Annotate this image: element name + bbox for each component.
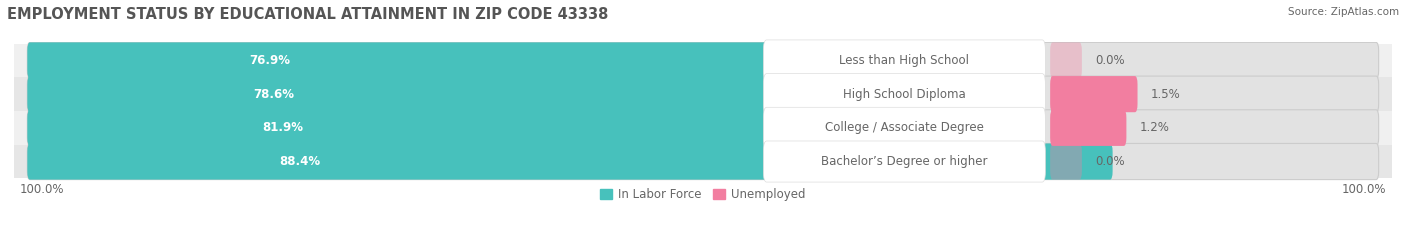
Bar — [14, 44, 1392, 77]
FancyBboxPatch shape — [27, 42, 1379, 79]
Text: Bachelor’s Degree or higher: Bachelor’s Degree or higher — [821, 155, 987, 168]
FancyBboxPatch shape — [1050, 110, 1126, 146]
Bar — [14, 77, 1392, 111]
FancyBboxPatch shape — [1050, 42, 1081, 79]
Text: 1.5%: 1.5% — [1152, 88, 1181, 101]
Text: High School Diploma: High School Diploma — [844, 88, 966, 101]
Text: 100.0%: 100.0% — [1343, 183, 1386, 196]
Bar — [14, 111, 1392, 145]
FancyBboxPatch shape — [27, 76, 1379, 112]
Legend: In Labor Force, Unemployed: In Labor Force, Unemployed — [600, 188, 806, 201]
Text: 1.2%: 1.2% — [1140, 121, 1170, 134]
Text: 0.0%: 0.0% — [1095, 155, 1125, 168]
FancyBboxPatch shape — [763, 74, 1045, 115]
Text: 76.9%: 76.9% — [249, 54, 290, 67]
FancyBboxPatch shape — [27, 144, 1379, 180]
Text: 78.6%: 78.6% — [253, 88, 294, 101]
FancyBboxPatch shape — [27, 144, 1112, 180]
Text: 88.4%: 88.4% — [280, 155, 321, 168]
FancyBboxPatch shape — [763, 107, 1045, 148]
FancyBboxPatch shape — [763, 40, 1045, 81]
Text: College / Associate Degree: College / Associate Degree — [825, 121, 984, 134]
FancyBboxPatch shape — [27, 76, 1008, 112]
FancyBboxPatch shape — [27, 42, 991, 79]
Text: Less than High School: Less than High School — [839, 54, 969, 67]
FancyBboxPatch shape — [763, 141, 1045, 182]
FancyBboxPatch shape — [27, 110, 1043, 146]
FancyBboxPatch shape — [1050, 144, 1081, 180]
Text: 0.0%: 0.0% — [1095, 54, 1125, 67]
Bar — [14, 145, 1392, 178]
Text: Source: ZipAtlas.com: Source: ZipAtlas.com — [1288, 7, 1399, 17]
FancyBboxPatch shape — [1050, 76, 1137, 112]
Text: 81.9%: 81.9% — [263, 121, 304, 134]
FancyBboxPatch shape — [27, 110, 1379, 146]
Text: EMPLOYMENT STATUS BY EDUCATIONAL ATTAINMENT IN ZIP CODE 43338: EMPLOYMENT STATUS BY EDUCATIONAL ATTAINM… — [7, 7, 609, 22]
Text: 100.0%: 100.0% — [20, 183, 63, 196]
